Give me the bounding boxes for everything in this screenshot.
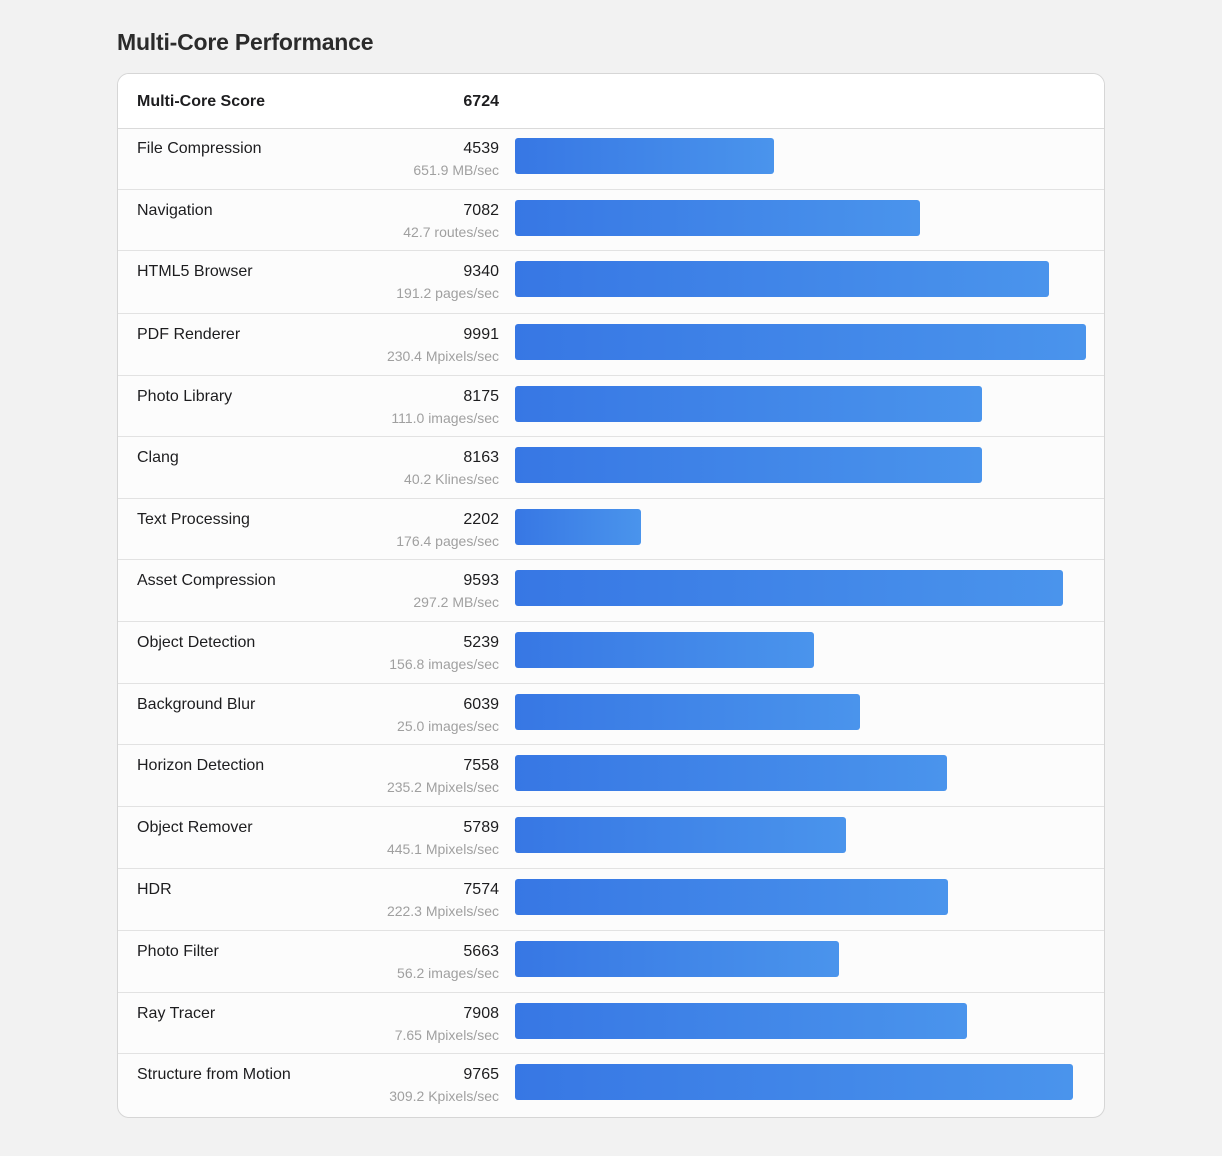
benchmark-rate: 309.2 Kpixels/sec <box>389 1088 499 1104</box>
benchmark-bar <box>515 509 641 545</box>
benchmark-score: 9593 <box>463 572 499 589</box>
benchmark-rate: 40.2 Klines/sec <box>404 471 499 487</box>
benchmark-name: File Compression <box>137 140 262 157</box>
benchmark-score: 6039 <box>463 696 499 713</box>
benchmark-name: Clang <box>137 449 179 466</box>
benchmark-bar <box>515 817 846 853</box>
benchmark-bar <box>515 386 982 422</box>
benchmark-row: Clang 8163 40.2 Klines/sec <box>118 437 1104 499</box>
benchmark-bar <box>515 200 920 236</box>
benchmark-card: Multi-Core Score 6724 File Compression 45… <box>117 73 1105 1118</box>
benchmark-score: 8163 <box>463 449 499 466</box>
benchmark-name: Structure from Motion <box>137 1066 291 1083</box>
benchmark-row: Horizon Detection 7558 235.2 Mpixels/sec <box>118 745 1104 807</box>
benchmark-rate: 651.9 MB/sec <box>413 162 499 178</box>
benchmark-rate: 222.3 Mpixels/sec <box>386 903 499 919</box>
benchmark-row: Photo Filter 5663 56.2 images/sec <box>118 931 1104 993</box>
multi-core-score-row: Multi-Core Score 6724 <box>118 74 1104 129</box>
benchmark-bar <box>515 694 860 730</box>
benchmark-rate: 25.0 images/sec <box>397 718 499 734</box>
benchmark-name: PDF Renderer <box>137 326 241 343</box>
benchmark-bar <box>515 261 1049 297</box>
benchmark-score: 7558 <box>463 757 499 774</box>
benchmark-row: Text Processing 2202 176.4 pages/sec <box>118 499 1104 560</box>
benchmark-name: Photo Library <box>137 388 233 405</box>
benchmark-row: Photo Library 8175 111.0 images/sec <box>118 376 1104 437</box>
benchmark-row: Navigation 7082 42.7 routes/sec <box>118 190 1104 251</box>
benchmark-row: HTML5 Browser 9340 191.2 pages/sec <box>118 251 1104 314</box>
benchmark-score: 9340 <box>463 263 499 280</box>
benchmark-bar <box>515 324 1086 360</box>
benchmark-row: Object Remover 5789 445.1 Mpixels/sec <box>118 807 1104 869</box>
benchmark-rate: 191.2 pages/sec <box>396 285 499 301</box>
benchmark-name: Object Detection <box>137 634 256 651</box>
benchmark-score: 5789 <box>463 819 499 836</box>
benchmark-rate: 230.4 Mpixels/sec <box>386 348 499 364</box>
benchmark-score: 5663 <box>463 943 499 960</box>
benchmark-score: 8175 <box>463 388 499 405</box>
page-title: Multi-Core Performance <box>117 29 374 55</box>
benchmark-name: Navigation <box>137 202 213 219</box>
multi-core-score-value: 6724 <box>463 93 499 110</box>
benchmark-bar <box>515 570 1063 606</box>
benchmark-score: 7082 <box>463 202 499 219</box>
benchmark-row: Object Detection 5239 156.8 images/sec <box>118 622 1104 684</box>
benchmark-name: Background Blur <box>137 696 256 713</box>
benchmark-bar <box>515 1064 1073 1100</box>
multi-core-score-label: Multi-Core Score <box>137 93 266 110</box>
benchmark-row: Background Blur 6039 25.0 images/sec <box>118 684 1104 745</box>
benchmark-name: Text Processing <box>137 511 250 528</box>
benchmark-rate: 111.0 images/sec <box>391 410 499 426</box>
benchmark-name: Horizon Detection <box>137 757 265 774</box>
benchmark-name: HDR <box>137 881 172 898</box>
benchmark-row: File Compression 4539 651.9 MB/sec <box>118 128 1104 190</box>
benchmark-name: Object Remover <box>137 819 253 836</box>
benchmark-score: 9765 <box>463 1066 499 1083</box>
benchmark-name: Photo Filter <box>137 943 219 960</box>
benchmark-bar <box>515 879 948 915</box>
benchmark-bar <box>515 447 982 483</box>
benchmark-score: 5239 <box>463 634 499 651</box>
benchmark-bar <box>515 138 774 174</box>
benchmark-rate: 297.2 MB/sec <box>413 594 499 610</box>
benchmark-row: HDR 7574 222.3 Mpixels/sec <box>118 869 1104 931</box>
benchmark-rate: 56.2 images/sec <box>397 965 499 981</box>
benchmark-rate: 445.1 Mpixels/sec <box>386 841 499 857</box>
benchmark-rate: 235.2 Mpixels/sec <box>386 779 499 795</box>
benchmark-score: 2202 <box>463 511 499 528</box>
benchmark-name: Asset Compression <box>137 572 276 589</box>
benchmark-bar <box>515 632 814 668</box>
benchmark-rate: 176.4 pages/sec <box>396 533 499 549</box>
benchmark-score: 7908 <box>463 1005 499 1022</box>
benchmark-row: Structure from Motion 9765 309.2 Kpixels/s… <box>118 1054 1104 1116</box>
benchmark-row: Asset Compression 9593 297.2 MB/sec <box>118 560 1104 622</box>
benchmark-rate: 156.8 images/sec <box>389 656 499 672</box>
benchmark-name: HTML5 Browser <box>137 263 253 280</box>
benchmark-bar <box>515 941 839 977</box>
benchmark-rate: 42.7 routes/sec <box>403 224 499 240</box>
benchmark-row: PDF Renderer 9991 230.4 Mpixels/sec <box>118 314 1104 376</box>
benchmark-rate: 7.65 Mpixels/sec <box>394 1027 499 1043</box>
benchmark-score: 9991 <box>463 326 499 343</box>
benchmark-name: Ray Tracer <box>137 1005 216 1022</box>
benchmark-score: 7574 <box>463 881 499 898</box>
benchmark-bar <box>515 755 947 791</box>
benchmark-score: 4539 <box>463 140 499 157</box>
benchmark-row: Ray Tracer 7908 7.65 Mpixels/sec <box>118 993 1104 1054</box>
benchmark-bar <box>515 1003 967 1039</box>
